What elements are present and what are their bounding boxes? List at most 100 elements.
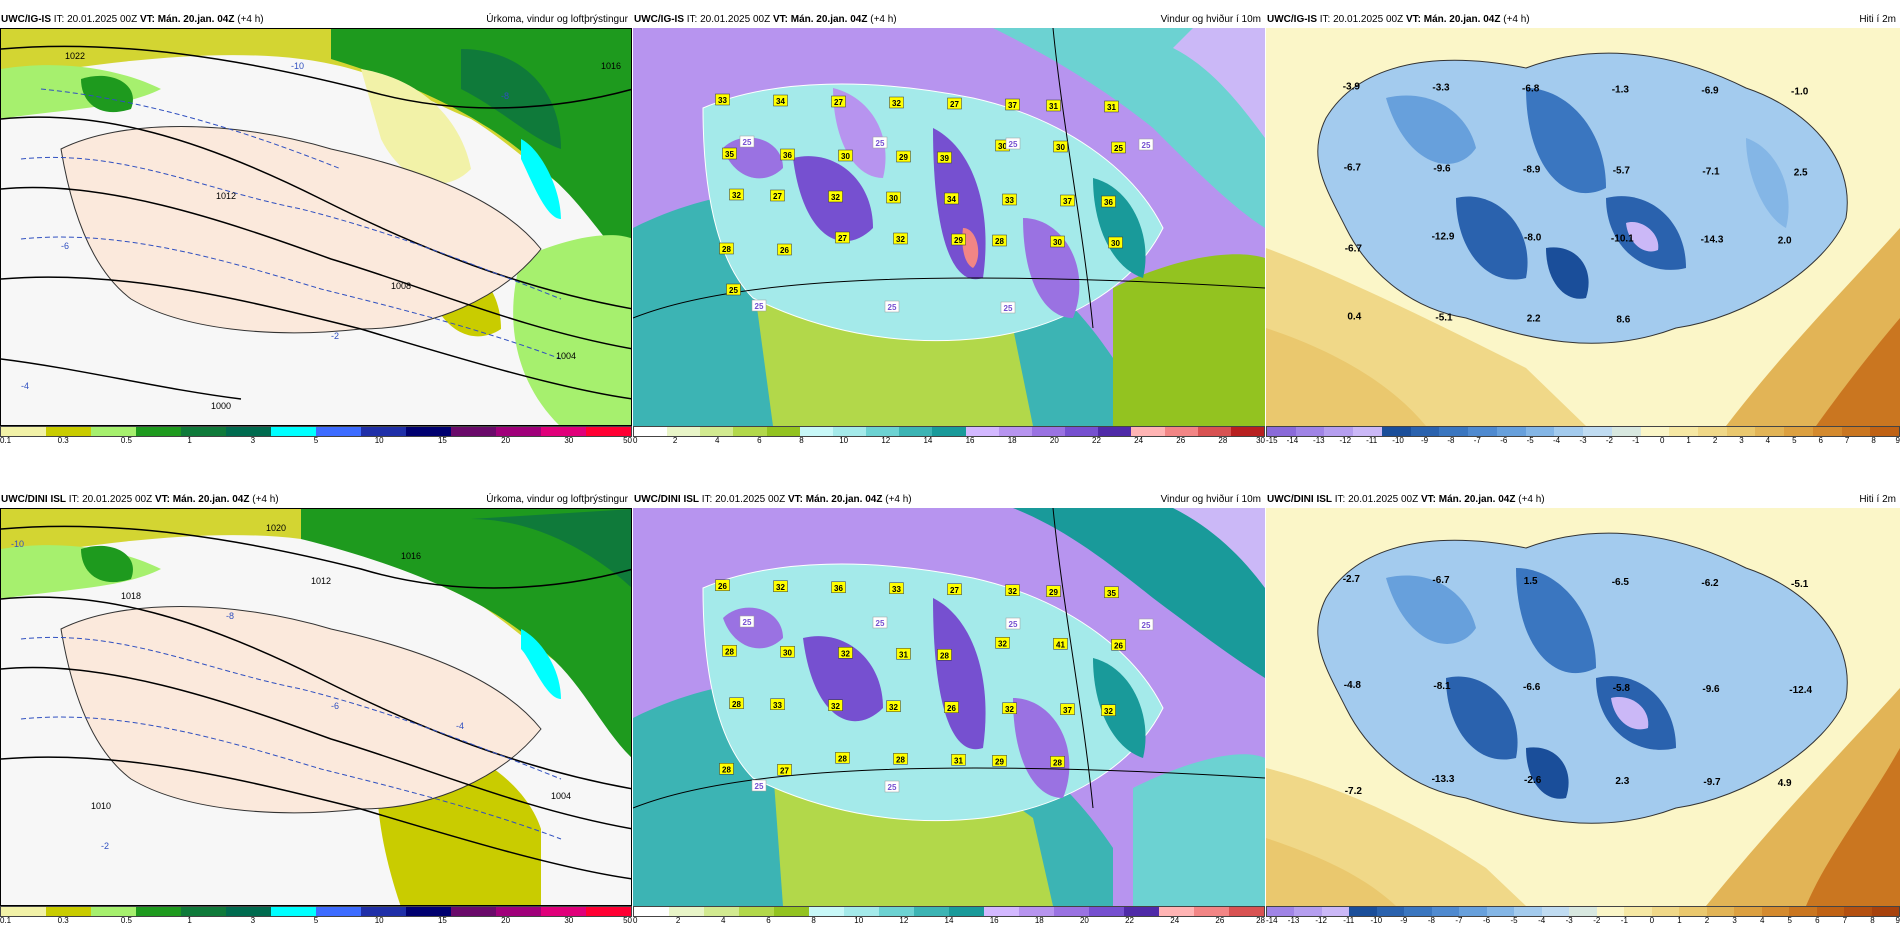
temp-value: -12.9: [1432, 232, 1455, 243]
legend-tick-label: -14: [1266, 916, 1278, 925]
legend-tick-label: 4: [721, 916, 726, 925]
gust-badge: [947, 97, 962, 110]
gust-value: 27: [950, 100, 959, 109]
gust-value: 33: [892, 585, 901, 594]
legend-tick-label: -7: [1473, 436, 1481, 445]
legend-tick-label: 20: [1079, 916, 1089, 925]
wind-legend: 0 2 4 6 8 10 12 14 16 18 20 22 24 26 28 30: [633, 426, 1265, 445]
gust-value: 36: [1104, 198, 1113, 207]
legend-tick-label: 22: [1092, 436, 1101, 445]
gust-value: 30: [1111, 239, 1120, 248]
temp-value: 2.5: [1794, 168, 1808, 179]
legend-swatch: [1376, 907, 1405, 916]
legend-ticks: 0 2 4 6 8 10 12 14 16 18 20 22 24 26 28 30: [633, 437, 1265, 445]
legend-swatch: [91, 907, 136, 916]
init-time: 20.01.2025 00Z: [1333, 14, 1404, 25]
gust-badge-white: [1005, 137, 1021, 150]
legend-tick-label: -11: [1343, 916, 1355, 925]
legend-tick-label: -2: [1593, 916, 1601, 925]
legend-tick-label: -3: [1565, 916, 1573, 925]
gust-value: 28: [722, 765, 731, 774]
legend-tick-label: 0: [633, 436, 638, 445]
legend-swatch: [451, 907, 496, 916]
panel-title: Vindur og hviður í 10m: [1160, 494, 1261, 505]
legend-swatch: [914, 907, 949, 916]
gust-value: 26: [947, 704, 956, 713]
temp-value: 2.3: [1615, 776, 1629, 787]
wind-legend: 0 2 4 6 8 10 12 14 16 18 20 22 24 26 28: [633, 906, 1265, 925]
legend-tick-label: 6: [766, 916, 771, 925]
legend-swatch: [1159, 907, 1194, 916]
legend-swatch: [1486, 907, 1515, 916]
gust-badge-white: [872, 136, 888, 149]
temp-value: -1.0: [1791, 87, 1809, 98]
gust-badge: [729, 697, 744, 709]
temp-value: -6.5: [1612, 577, 1630, 588]
legend-swatch: [879, 907, 914, 916]
gust-badge: [780, 646, 795, 658]
legend-swatch: [1789, 907, 1817, 916]
legend-swatch: [774, 907, 809, 916]
gust-badge: [1104, 100, 1119, 113]
gust-badge: [1005, 584, 1020, 596]
legend-swatch: [932, 427, 966, 436]
legend-tick-label: 3: [1732, 916, 1737, 925]
temp-map: -3.9 -3.3 -6.8 -1.3 -6.9 -1.0 -6.7 -9.6 -8.9 -5.7…: [1266, 28, 1900, 426]
gust-badge: [937, 649, 952, 661]
legend-swatch: [1755, 427, 1785, 436]
legend-swatch: [700, 427, 734, 436]
panel-header: UWC/DINI ISL IT: 20.01.2025 00Z VT: Mán.…: [633, 492, 1265, 508]
temp-value: 0.4: [1347, 312, 1361, 323]
gust-value: 32: [1008, 587, 1017, 596]
temp-value: -8.0: [1524, 233, 1542, 244]
legend-swatch: [1611, 427, 1641, 436]
legend-tick-label: 6: [757, 436, 762, 445]
gust-badge: [770, 189, 785, 202]
legend-tick-label: 14: [944, 916, 954, 925]
gust-value: 32: [998, 639, 1007, 648]
it-label: IT:: [68, 494, 80, 505]
legend-swatch: [1541, 907, 1570, 916]
gust-badge: [729, 188, 744, 201]
legend-swatch: [739, 907, 774, 916]
legend-tick-label: 18: [1034, 916, 1044, 925]
legend-tick-label: 0.5: [120, 916, 132, 925]
isobar-label: 1016: [601, 61, 621, 71]
gust-badge: [828, 190, 843, 203]
it-label: IT:: [1319, 14, 1331, 25]
legend-tick-label: 6: [1815, 916, 1820, 925]
legend-swatch: [136, 427, 181, 436]
legend-tick-label: -8: [1447, 436, 1455, 445]
legend-tick-label: 14: [923, 436, 933, 445]
legend-ticks: 0.1 0.3 0.5 1 3 5 10 15 20 30 50: [0, 437, 632, 445]
temp-value: -9.7: [1703, 777, 1721, 788]
legend-swatch: [899, 427, 933, 436]
legend-tick-label: 28: [1218, 436, 1228, 445]
gust-labels: 26 32 36 33 27 32 29 35 28 30 32 31 28 32 41 26 28 33 32 32…: [715, 579, 1154, 793]
legend-swatch: [586, 427, 631, 436]
gust-badge-white: [751, 779, 767, 792]
gust-value: 26: [780, 246, 789, 255]
legend-swatch: [46, 427, 91, 436]
wind-panel-dini: UWC/DINI ISL IT: 20.01.2025 00Z VT: Mán.…: [633, 492, 1265, 936]
temp-map-graphic: -2.7 -6.7 1.5 -6.5 -6.2 -5.1 -4.8 -8.1 -6.6 -5.8 -…: [1266, 508, 1900, 906]
gust-value-white: 25: [755, 302, 764, 311]
gust-badge: [835, 752, 850, 764]
it-label: IT:: [53, 14, 65, 25]
temp-panel-dini: UWC/DINI ISL IT: 20.01.2025 00Z VT: Mán.…: [1266, 492, 1900, 936]
precip-panel-ig: UWC/IG-IS IT: 20.01.2025 00Z VT: Mán. 20…: [0, 12, 632, 456]
legend-swatch: [1468, 427, 1497, 436]
legend-tick-label: -4: [1553, 436, 1561, 445]
gust-badge-white: [1138, 618, 1154, 631]
lead-time: (+4 h): [1518, 494, 1545, 505]
legend-swatch: [1706, 907, 1735, 916]
legend-swatch: [669, 907, 704, 916]
legend-swatch: [271, 427, 316, 436]
lead-time: (+4 h): [237, 14, 264, 25]
legend-swatch: [1784, 427, 1813, 436]
gust-badge: [947, 583, 962, 595]
temp-value: 1.5: [1524, 576, 1538, 587]
legend-swatch: [1321, 907, 1350, 916]
legend-tick-label: 15: [437, 436, 447, 445]
legend-tick-label: 28: [1256, 916, 1265, 925]
